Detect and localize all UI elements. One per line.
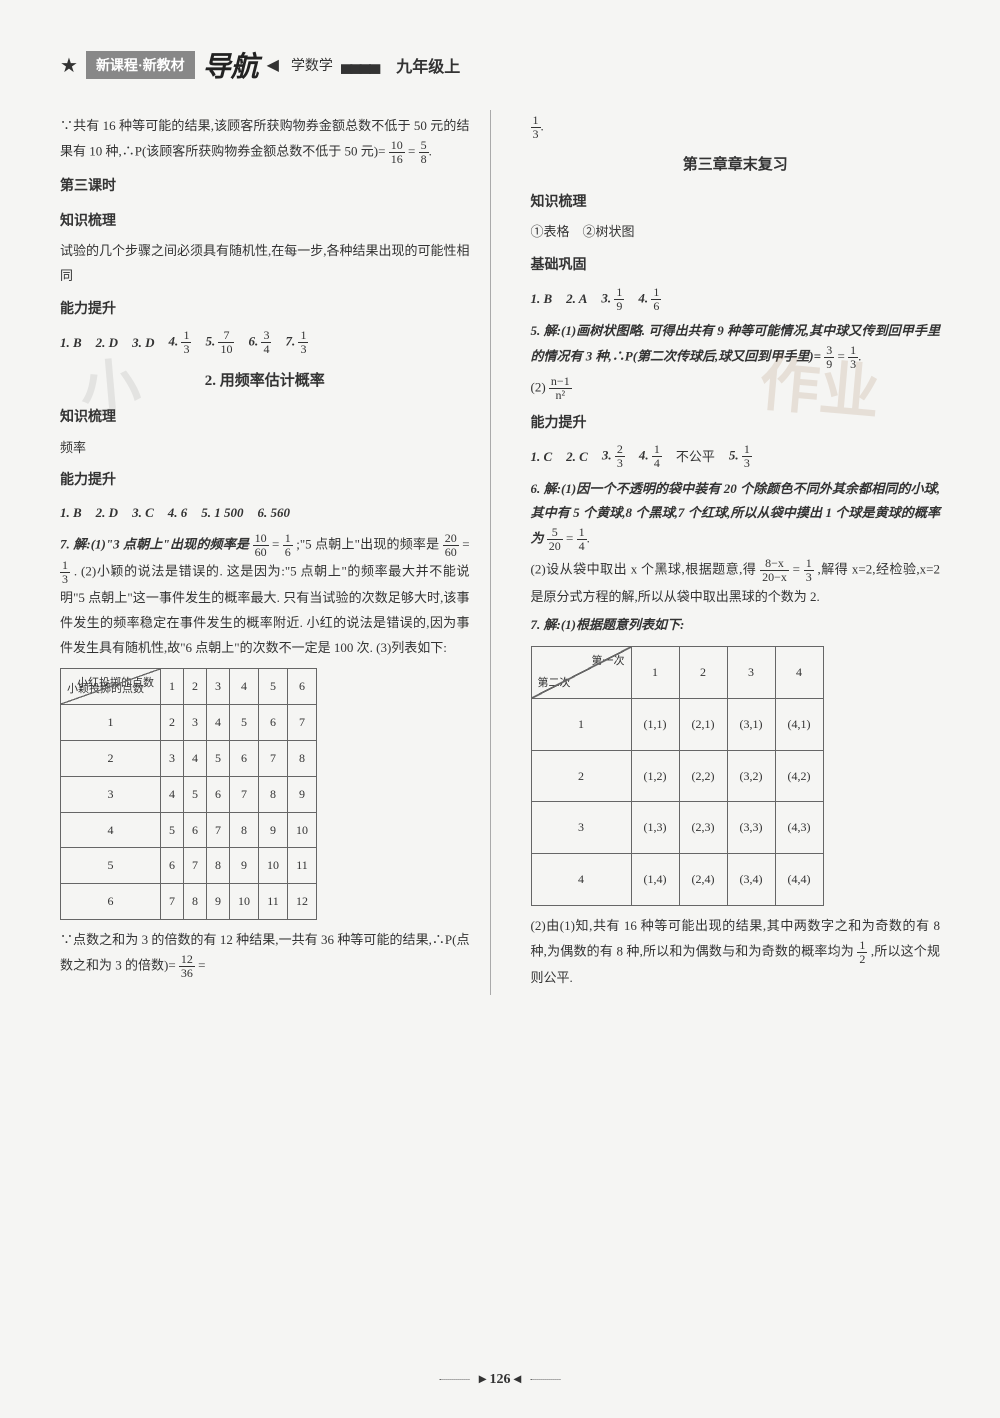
zhishi-text: 试验的几个步骤之间必须具有随机性,在每一步,各种结果出现的可能性相同	[60, 239, 470, 288]
lesson3-title: 第三课时	[60, 174, 470, 201]
r-nengli-answers: 1. C 2. C 3. 23 4. 14 不公平 5. 13	[531, 443, 941, 470]
table-dice: 小红投掷的点数小颖投掷的点数12345612345672345678345678…	[60, 668, 317, 920]
answer-row-1: 1. B 2. D 3. D 4. 13 5. 710 6. 34 7. 13	[60, 329, 470, 356]
nengli2-title: 能力提升	[60, 468, 470, 495]
jichu-title: 基础巩固	[531, 253, 941, 280]
freq-label: 频率	[60, 436, 470, 461]
q7-text: 7. 解:(1)"3 点朝上"出现的频率是 1060 = 16 ;"5 点朝上"…	[60, 532, 470, 661]
chevron-icon: ◀	[267, 55, 279, 75]
content-columns: ∵共有 16 种等可能的结果,该顾客所获购物券金额总数不低于 50 元的结果有 …	[60, 110, 940, 995]
right-column: 13. 第三章章末复习 知识梳理 ①表格 ②树状图 基础巩固 1. B 2. A…	[521, 110, 941, 995]
header-badge: 新课程·新教材	[86, 51, 195, 79]
r-zhishi-items: ①表格 ②树状图	[531, 220, 941, 245]
r-q7-intro: 7. 解:(1)根据题意列表如下:	[531, 613, 941, 638]
wave-icon: ▄▄▄▄	[341, 56, 378, 74]
r-q5-p2: (2) n−1n²	[531, 375, 941, 402]
nengli-title: 能力提升	[60, 297, 470, 324]
top-frac: 13.	[531, 114, 941, 141]
r-q5: 5. 解:(1)画树状图略. 可得出共有 9 种等可能情况,其中球又传到回甲手里…	[531, 319, 941, 371]
answer-row-2: 1. B 2. D 3. C 4. 6 5. 1 500 6. 560	[60, 501, 470, 526]
r-q6-p2: (2)设从袋中取出 x 个黑球,根据题意,得 8−x20−x = 13 ,解得 …	[531, 557, 941, 609]
intro-text: ∵共有 16 种等可能的结果,该顾客所获购物券金额总数不低于 50 元的结果有 …	[60, 114, 470, 166]
page-number: ▸ 126 ◂	[433, 1371, 566, 1388]
zhishi2-title: 知识梳理	[60, 405, 470, 432]
ch3-title: 第三章章末复习	[531, 151, 941, 180]
r-q6: 6. 解:(1)因一个不透明的袋中装有 20 个除颜色不同外其余都相同的小球,其…	[531, 477, 941, 554]
section2-title: 2. 用频率估计概率	[60, 367, 470, 396]
r-zhishi-title: 知识梳理	[531, 190, 941, 217]
header-subject: 学数学	[291, 55, 333, 75]
page-header: ★ 新课程·新教材 导航 ◀ 学数学 ▄▄▄▄ 九年级上	[60, 40, 940, 90]
zhishi-title: 知识梳理	[60, 209, 470, 236]
left-column: ∵共有 16 种等可能的结果,该顾客所获购物券金额总数不低于 50 元的结果有 …	[60, 110, 491, 995]
after-table1: ∵点数之和为 3 的倍数的有 12 种结果,一共有 36 种等可能的结果,∴P(…	[60, 928, 470, 980]
jichu-answers: 1. B 2. A 3. 19 4. 16	[531, 286, 941, 313]
header-logo: 导航	[203, 45, 259, 85]
header-grade: 九年级上	[396, 53, 460, 77]
table-pairs: 第一次第二次12341(1,1)(2,1)(3,1)(4,1)2(1,2)(2,…	[531, 646, 824, 906]
star-icon: ★	[60, 53, 78, 78]
r-q7-after: (2)由(1)知,共有 16 种等可能出现的结果,其中两数字之和为奇数的有 8 …	[531, 914, 941, 991]
r-nengli-title: 能力提升	[531, 411, 941, 438]
